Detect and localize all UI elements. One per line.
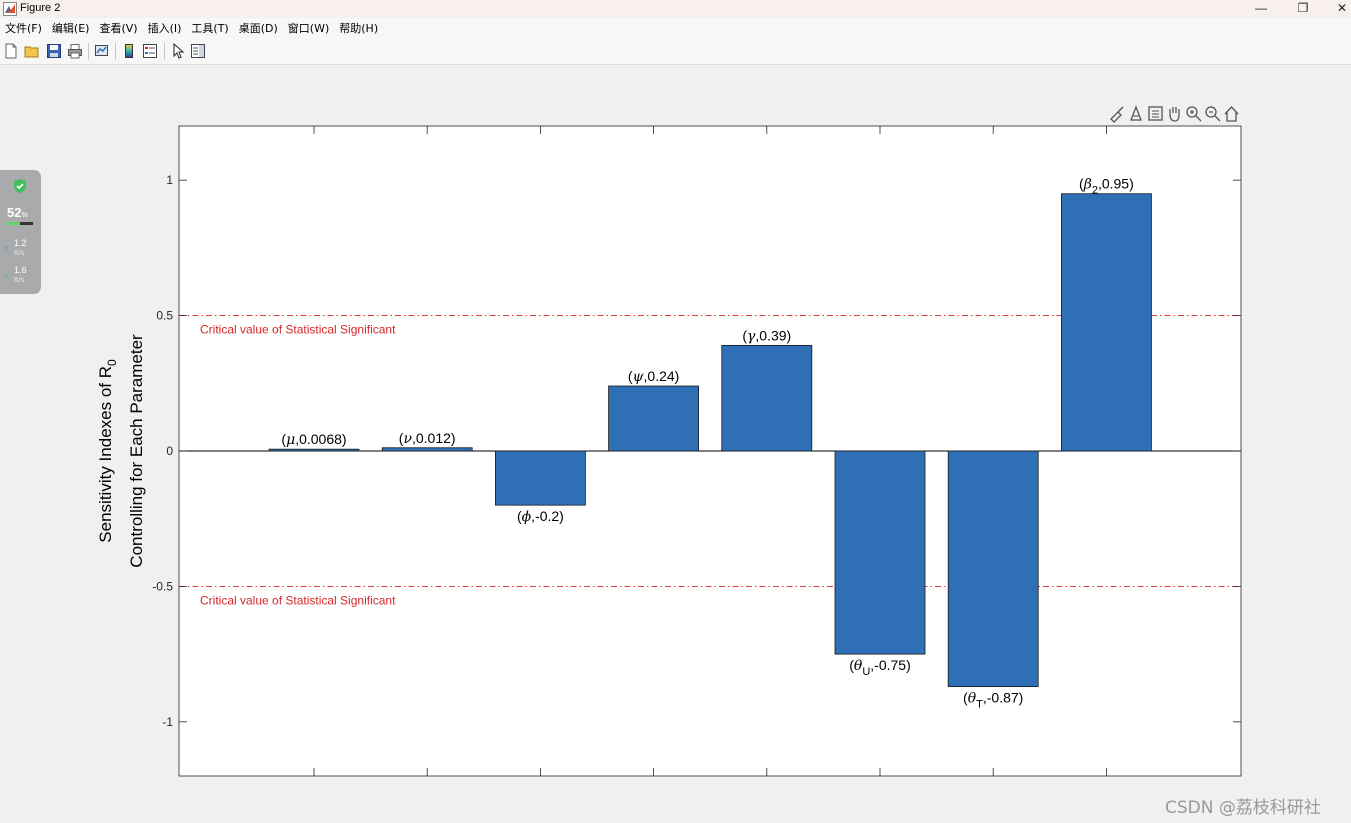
shield-check-icon (14, 179, 26, 193)
bar-value-label: (β2,0.95) (1079, 176, 1134, 197)
axes-toolbar (1108, 104, 1244, 124)
download-rate: 1.6 (14, 265, 27, 275)
menu-desktop[interactable]: 桌面(D) (238, 22, 278, 35)
brush-icon[interactable] (1108, 104, 1127, 123)
toolbar-divider (88, 43, 89, 60)
print-icon[interactable] (67, 43, 83, 59)
menu-bar: 文件(F) 编辑(E) 查看(V) 插入(I) 工具(T) 桌面(D) 窗口(W) 帮助(H) (0, 18, 1351, 39)
save-icon[interactable] (46, 43, 62, 59)
y-tick-label: 1 (166, 173, 173, 187)
menu-insert[interactable]: 插入(I) (147, 22, 182, 35)
toolbar-divider (115, 43, 116, 60)
toolbar-divider (164, 43, 165, 60)
zoom-in-icon[interactable] (1184, 104, 1203, 123)
y-tick-label: -1 (162, 715, 173, 729)
y-axis-label-line2: Controlling for Each Parameter (127, 334, 146, 568)
menu-window[interactable]: 窗口(W) (287, 22, 330, 35)
bar-value-label: (ν,0.012) (399, 430, 456, 447)
bar-7 (947, 450, 1039, 688)
menu-tools[interactable]: 工具(T) (191, 22, 229, 35)
export-icon[interactable] (1146, 104, 1165, 123)
menu-file[interactable]: 文件(F) (5, 22, 42, 35)
bar-6 (834, 450, 926, 655)
critical-value-label: Critical value of Statistical Significan… (200, 323, 396, 337)
critical-value-label: Critical value of Statistical Significan… (200, 593, 396, 607)
bar-4 (608, 385, 699, 452)
menu-edit[interactable]: 编辑(E) (51, 22, 90, 35)
link-plot-icon[interactable] (94, 43, 110, 59)
y-tick-label: 0.5 (156, 309, 173, 323)
home-icon[interactable] (1222, 104, 1241, 123)
bar-1 (268, 448, 360, 452)
y-tick-label: 0 (166, 444, 173, 458)
upload-rate: 1.2 (14, 238, 27, 248)
bar-2 (381, 447, 473, 452)
watermark: CSDN @荔枝科研社 (1165, 798, 1321, 818)
y-tick-label: -0.5 (152, 579, 173, 593)
bar-5 (721, 344, 813, 452)
y-axis-label: Sensitivity Indexes of R0 Controlling for… (96, 334, 146, 568)
bar-3 (494, 450, 586, 506)
bar-value-label: (μ,0.0068) (281, 431, 346, 448)
bar-value-label: (θT,-0.87) (963, 690, 1023, 711)
legend-icon[interactable] (142, 43, 158, 59)
bar-8 (1061, 193, 1152, 452)
close-button[interactable]: ✕ (1336, 1, 1348, 15)
usage-bar (6, 222, 33, 225)
colorbar-icon[interactable] (121, 43, 137, 59)
zoom-out-icon[interactable] (1203, 104, 1222, 123)
data-cursor-icon[interactable] (1127, 104, 1146, 123)
menu-help[interactable]: 帮助(H) (339, 22, 379, 35)
property-editor-icon[interactable] (190, 43, 206, 59)
matlab-logo-icon (3, 2, 17, 16)
new-figure-icon[interactable] (3, 43, 19, 59)
network-monitor-widget[interactable]: 52% ↑ 1.2 K/s ↓ 1.6 K/s (0, 170, 41, 294)
download-rate-unit: K/s (14, 277, 25, 284)
window-title: Figure 2 (20, 2, 61, 14)
usage-percent: 52% (7, 205, 28, 220)
open-file-icon[interactable] (24, 43, 40, 59)
y-axis-label-line1: Sensitivity Indexes of R0 (96, 359, 119, 543)
bar-value-label: (ϕ,-0.2) (517, 508, 564, 525)
pointer-icon[interactable] (170, 43, 186, 59)
download-arrow-icon: ↓ (4, 271, 8, 280)
bar-value-label: (θU,-0.75) (849, 657, 911, 678)
figure-toolbar (0, 39, 1351, 65)
upload-rate-unit: K/s (14, 250, 25, 257)
usage-bar-fill (6, 222, 21, 225)
menu-view[interactable]: 查看(V) (99, 22, 138, 35)
title-bar: Figure 2 — ❐ ✕ (0, 0, 1351, 18)
bar-value-label: (ψ,0.24) (628, 368, 679, 385)
bar-value-label: (γ,0.39) (742, 327, 791, 344)
minimize-button[interactable]: — (1255, 1, 1267, 15)
maximize-button[interactable]: ❐ (1297, 1, 1309, 15)
pan-icon[interactable] (1165, 104, 1184, 123)
upload-arrow-icon: ↑ (4, 244, 8, 253)
